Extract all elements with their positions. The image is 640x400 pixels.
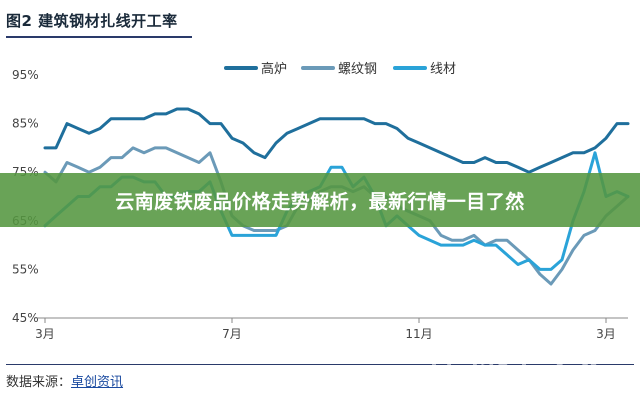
series-line [43, 107, 630, 174]
x-tick-label: 3月 [596, 327, 616, 341]
title-bar: 图2 建筑钢材扎线开工率 [0, 0, 640, 40]
x-tick-label: 3月 [35, 327, 55, 341]
headline-banner: 云南废铁废品价格走势解析，最新行情一目了然 [0, 173, 640, 227]
source-link[interactable]: 卓创资讯 [71, 375, 124, 390]
y-tick-label: 45% [12, 311, 39, 325]
watermark-leaf-icon [547, 325, 603, 385]
figure-title: 图2 建筑钢材扎线开工率 [6, 12, 178, 30]
legend-label: 高炉 [261, 61, 287, 77]
x-tick-label: 7月 [222, 327, 242, 341]
footer-divider [6, 364, 634, 365]
y-tick-label: 95% [12, 68, 39, 82]
legend: 高炉 螺纹钢 线材 [224, 61, 456, 77]
title-underline [6, 36, 192, 38]
x-tick-label: 11月 [405, 327, 432, 341]
legend-label: 螺纹钢 [338, 62, 377, 77]
watermark-sub: HUISHOUREN [489, 387, 582, 400]
y-tick-label: 85% [12, 117, 39, 131]
watermark-logo-box [432, 324, 526, 384]
y-tick-label: 55% [12, 262, 39, 276]
watermark-logo: 回收 HUISHOUREN [432, 324, 603, 400]
source-prefix: 数据来源： [6, 375, 72, 390]
watermark-brand: 回收 [445, 337, 513, 377]
headline-text: 云南废铁废品价格走势解析，最新行情一目了然 [115, 191, 525, 213]
legend-label: 线材 [430, 62, 456, 77]
data-source: 数据来源：卓创资讯 [6, 371, 123, 390]
